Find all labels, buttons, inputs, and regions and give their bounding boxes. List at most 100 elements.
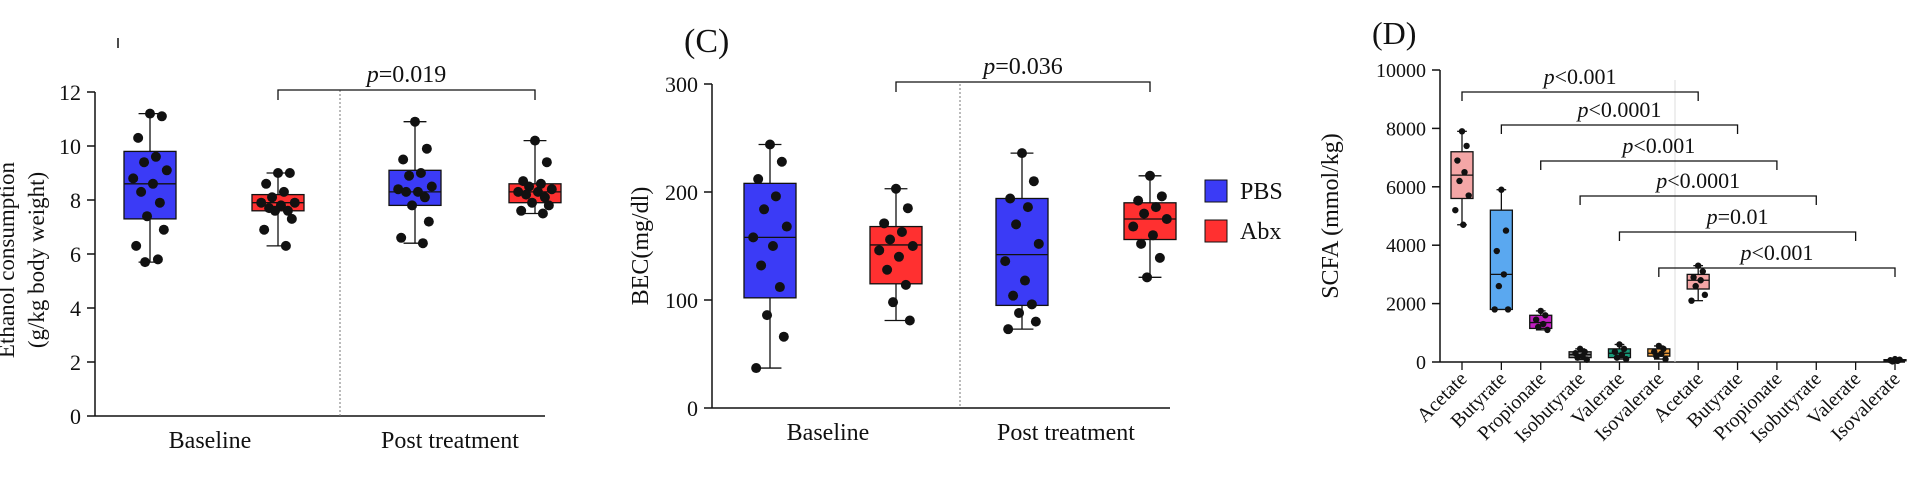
d-box-6-point [1694, 262, 1702, 269]
b-box-0-point [145, 108, 155, 119]
c-box-1-point [900, 279, 911, 290]
b-box-2-point [396, 232, 407, 243]
b-y-label: Ethanol consumption (g/kg body weight) [0, 161, 49, 358]
c-box-3-point [1147, 230, 1158, 241]
b-box-3-point [539, 192, 550, 203]
d-box-1-point [1502, 227, 1510, 234]
d-bracket-4-line [1618, 231, 1857, 241]
c-box-2-box [995, 197, 1049, 307]
d-box-0-point [1461, 169, 1468, 176]
c-box-3-point [1161, 214, 1172, 224]
b-box-3-point [543, 200, 554, 211]
d-box-1-point [1504, 306, 1512, 313]
panel-d-scfa: (D) 0 2000 4000 6000 8000 10000 SCFA (mmol/kg)… [1318, 15, 1907, 447]
d-box-3-point [1574, 354, 1581, 361]
c-box-2-point [1003, 324, 1014, 335]
d-box-6-point [1688, 297, 1695, 304]
c-box-2-point [1030, 316, 1041, 327]
d-box-2-point [1542, 312, 1549, 319]
d-box-3-point [1576, 345, 1584, 353]
d-box-5-point [1655, 342, 1663, 350]
b-box-2-point [407, 200, 418, 211]
c-box-1-point [882, 264, 893, 275]
c-group-label: Post treatment [997, 420, 1135, 446]
d-box-4-point [1611, 348, 1619, 355]
b-group-label: Baseline [169, 428, 252, 454]
d-box-1-point [1495, 282, 1503, 290]
c-box-2-point [1014, 307, 1025, 318]
panel-c-label: (C) [684, 23, 729, 60]
b-y-tick-label: 8 [70, 188, 81, 213]
d-box-0-point [1456, 177, 1463, 185]
c-box-0-point [751, 363, 762, 374]
d-box-4-point [1618, 351, 1626, 358]
c-legend-label-abx: Abx [1240, 219, 1281, 245]
c-bracket-p: p [981, 54, 995, 80]
c-box-3-point [1145, 170, 1155, 181]
c-box-0-point [774, 282, 785, 293]
d-bracket-4-value: =0.01 [1718, 204, 1769, 229]
d-box-0-point [1458, 128, 1466, 135]
c-box-1-point [885, 234, 896, 245]
c-box-1-point [902, 203, 913, 214]
c-box-0-point [765, 139, 775, 150]
b-y-tick-label: 2 [70, 350, 81, 375]
d-y-tick-label: 8000 [1386, 118, 1426, 140]
panel-d-label: (D) [1372, 15, 1416, 51]
b-box-0-point [142, 211, 153, 222]
c-box-2-point [1033, 238, 1044, 249]
d-bracket-3-label: p<0.0001 [1654, 168, 1740, 193]
c-box-2-point [1005, 193, 1016, 204]
c-box-2-point [1008, 290, 1019, 301]
d-box-6-point [1690, 274, 1697, 281]
b-box-0-point [150, 151, 161, 162]
d-box-2-point [1537, 307, 1544, 315]
d-box-6-point [1701, 291, 1709, 299]
d-box-0-point [1454, 157, 1461, 164]
b-box-0-point [131, 240, 142, 251]
b-box-1-point [261, 178, 272, 189]
d-bracket-3-p: p [1654, 168, 1667, 193]
d-box-1-point [1493, 247, 1500, 255]
d-box-3-point [1579, 352, 1586, 360]
d-box-0-point [1460, 221, 1467, 228]
b-box-0-point [152, 254, 163, 265]
d-box-0-point [1452, 206, 1459, 214]
c-box-0-point [781, 221, 792, 232]
b-box-3-point [535, 178, 546, 189]
b-box-3-point [527, 197, 538, 208]
d-y-tick-label: 4000 [1386, 235, 1426, 257]
b-box-2-point [398, 154, 409, 165]
c-box-2-point [1017, 148, 1027, 159]
c-box-2-point [1000, 256, 1011, 267]
c-box-1-point [879, 218, 890, 229]
d-bracket-0-line [1461, 91, 1699, 101]
c-box-0-point [770, 191, 781, 202]
c-box-3-point [1133, 195, 1144, 206]
b-box-1-point [259, 224, 270, 235]
d-box-6-point [1697, 277, 1704, 284]
c-box-2-point [1011, 219, 1022, 230]
c-box-2-point [1022, 202, 1033, 213]
c-y-tick-label: 200 [665, 180, 698, 205]
d-bracket-4-label: p=0.01 [1705, 204, 1769, 229]
b-box-2-point [423, 216, 434, 227]
c-box-2-point [1019, 275, 1030, 286]
c-box-1-point [896, 226, 907, 237]
b-group-label: Post treatment [381, 428, 519, 454]
c-box-1-point [888, 297, 899, 308]
b-box-1-point [256, 197, 267, 208]
d-box-11-point [1894, 357, 1901, 365]
c-y-tick-label: 100 [665, 288, 698, 313]
d-box-3-point [1583, 356, 1590, 363]
c-box-1-point [874, 245, 885, 256]
b-y-tick-label: 4 [70, 296, 81, 321]
d-box-2-point [1544, 326, 1551, 334]
d-bracket-1-line [1500, 124, 1739, 134]
c-y-label: BEC(mg/dl) [628, 187, 654, 306]
d-box-4-point [1620, 345, 1628, 353]
d-box-5-point [1660, 345, 1667, 353]
c-box-3-point [1139, 208, 1150, 219]
d-box-1-point [1500, 271, 1508, 278]
d-box-4-point [1622, 355, 1630, 363]
